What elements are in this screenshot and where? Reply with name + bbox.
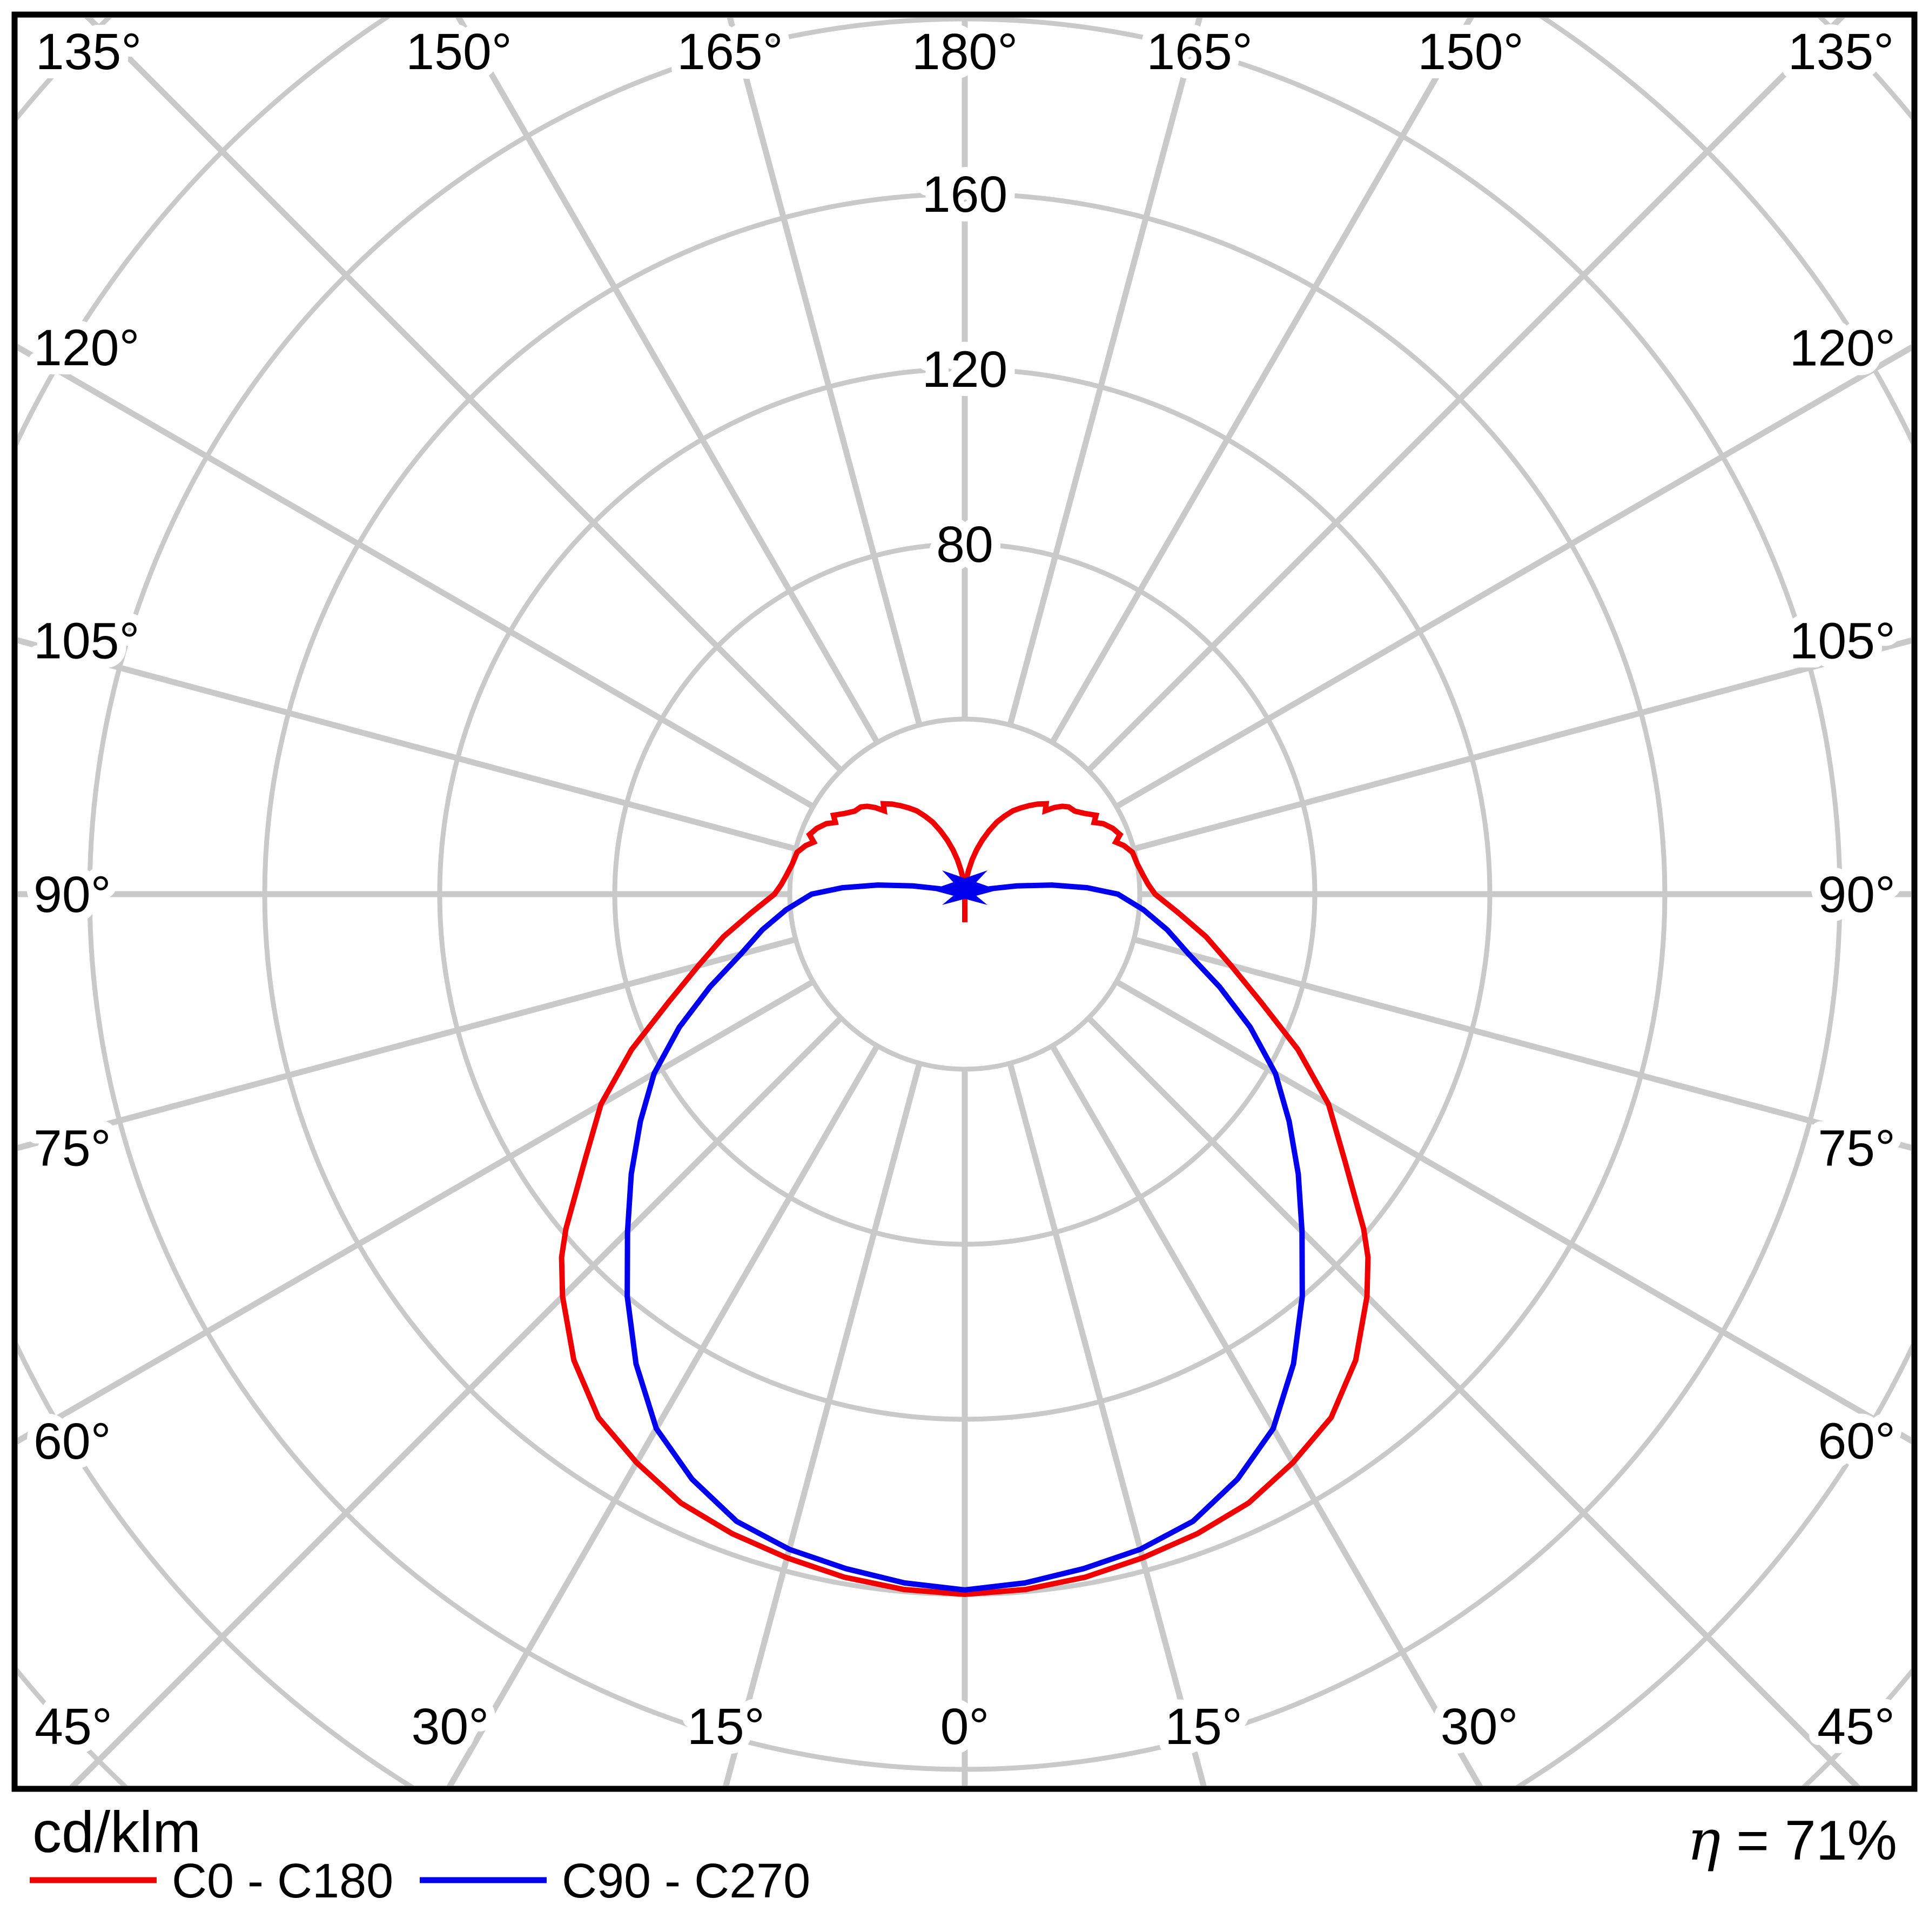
ring-label-160: 160 — [922, 166, 1008, 223]
grid-spoke-345 — [723, 1062, 923, 1786]
grid-spoke-210 — [455, 18, 880, 744]
ring-label-80: 80 — [936, 516, 993, 573]
angle-label-75deg-right: 75° — [1818, 1119, 1896, 1177]
angle-label-90deg-right: 90° — [1818, 866, 1896, 923]
angle-label-15deg-right: 15° — [1165, 1698, 1242, 1755]
grid-spoke-315 — [69, 1016, 843, 1786]
grid-spoke-165 — [1007, 18, 1203, 726]
grid-spoke-105 — [1133, 637, 1911, 852]
angle-label-45deg-right: 45° — [1817, 1698, 1895, 1755]
grid-spoke-285 — [18, 936, 797, 1151]
grid-spoke-30 — [1050, 1044, 1483, 1786]
angle-label-layer: 0° 15° 15° 30° 30° 45° 45° 60° 60° 75° 75° 90° 90° 10… — [24, 14, 1905, 1765]
legend-label-c0-c180: C0 - C180 — [172, 1854, 393, 1908]
legend-label-c90-c270: C90 - C270 — [562, 1854, 810, 1908]
grid-spoke-300 — [18, 979, 815, 1445]
grid-spoke-120 — [1114, 344, 1911, 809]
ring-label-layer: 80 120 160 — [913, 157, 1017, 582]
grid-spoke-15 — [1007, 1062, 1207, 1786]
plot-border — [11, 11, 1918, 1792]
grid-spoke-225 — [84, 18, 843, 773]
grid-spoke-75 — [1133, 936, 1911, 1151]
ring-label-120: 120 — [922, 341, 1008, 398]
angle-label-45deg-left: 45° — [35, 1698, 112, 1755]
angle-label-150deg-left: 150° — [406, 23, 512, 81]
angle-label-0deg-right: 0° — [940, 1698, 990, 1755]
angle-label-60deg-right: 60° — [1818, 1413, 1896, 1470]
angle-label-180deg-right: 180° — [912, 23, 1018, 81]
eta-symbol: η — [1687, 1807, 1720, 1873]
angle-label-75deg-left: 75° — [33, 1120, 111, 1177]
grid-spoke-240 — [18, 344, 815, 809]
angle-label-30deg-left: 30° — [412, 1698, 489, 1755]
angle-label-150deg-right: 150° — [1417, 23, 1524, 81]
efficiency-label: η = 71% — [1687, 1807, 1897, 1873]
angle-label-165deg-left: 165° — [677, 23, 783, 81]
grid-spoke-45 — [1086, 1016, 1860, 1786]
angle-label-120deg-left: 120° — [33, 319, 140, 377]
grid-spoke-330 — [447, 1044, 880, 1786]
grid-spoke-135 — [1086, 18, 1845, 773]
angle-label-120deg-right: 120° — [1790, 319, 1896, 377]
angle-label-90deg-left: 90° — [33, 866, 111, 923]
grid-spoke-255 — [18, 637, 797, 852]
curve-end-arrow-left — [931, 870, 987, 905]
angle-label-135deg-right: 135° — [1788, 23, 1894, 81]
grid-spoke-195 — [727, 18, 923, 726]
units-label: cd/klm — [32, 1799, 201, 1864]
angle-label-60deg-left: 60° — [33, 1413, 111, 1470]
angle-label-135deg-left: 135° — [36, 23, 142, 81]
chart-footer: cd/klm η = 71% C0 - C180 C90 - C270 — [30, 1799, 1897, 1908]
grid-spoke-60 — [1114, 979, 1911, 1444]
curves-layer — [559, 801, 1371, 1597]
angle-label-15deg-left: 15° — [687, 1698, 765, 1755]
grid-spoke-150 — [1050, 18, 1474, 744]
efficiency-value: = 71% — [1720, 1809, 1897, 1872]
series-curve-c0-c180 — [559, 801, 1371, 1597]
angle-label-105deg-left: 105° — [33, 612, 140, 669]
angle-label-105deg-right: 105° — [1790, 613, 1896, 670]
legend: C0 - C180 C90 - C270 — [30, 1854, 810, 1908]
angle-label-165deg-right: 165° — [1146, 23, 1253, 81]
angle-label-30deg-right: 30° — [1441, 1698, 1518, 1755]
